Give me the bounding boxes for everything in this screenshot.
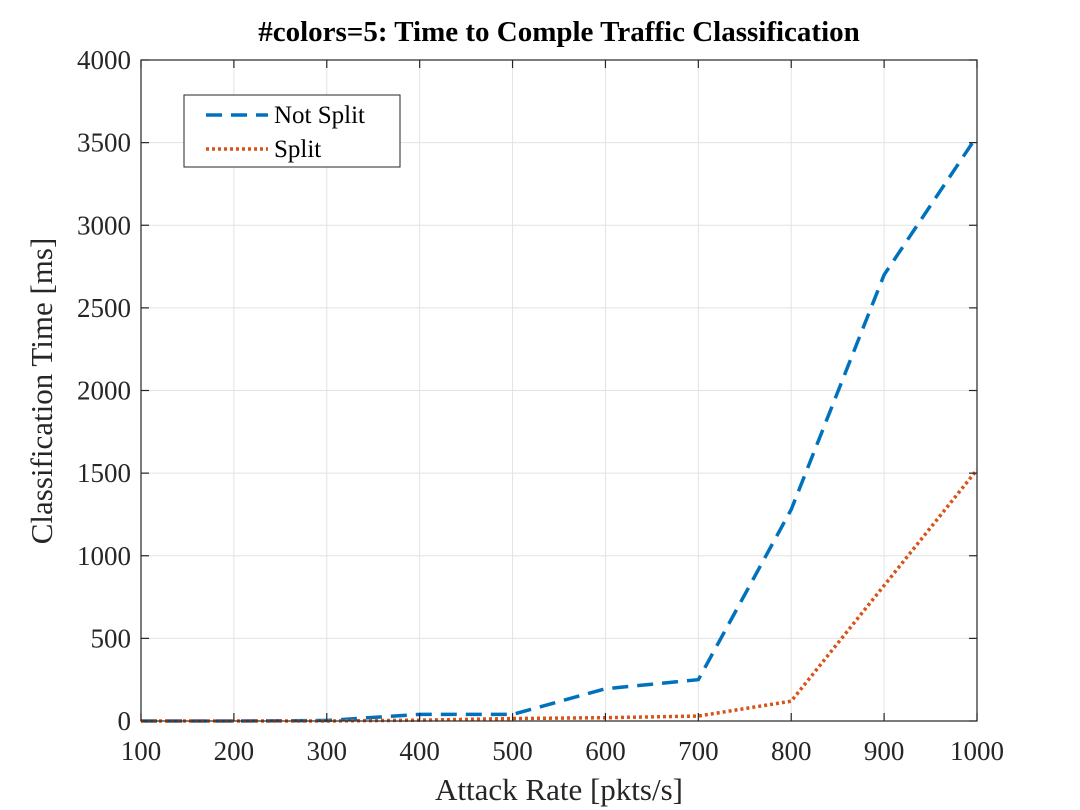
y-tick-label: 500 [91,623,132,653]
x-tick-label: 700 [678,736,719,766]
x-tick-label: 500 [492,736,533,766]
x-tick-label: 200 [214,736,255,766]
y-tick-label: 1500 [77,458,131,488]
legend-box [183,94,401,168]
x-tick-label: 600 [585,736,626,766]
y-tick-label: 4000 [77,45,131,75]
legend-label-not-split: Not Split [274,102,365,129]
chart-title: #colors=5: Time to Comple Traffic Classi… [258,16,860,48]
y-tick-labels: 0 500 1000 1500 2000 2500 3000 3500 4000 [77,45,131,736]
y-tick-label: 2000 [77,376,131,406]
x-tick-label: 300 [307,736,348,766]
legend: Not Split Split [183,94,401,168]
x-tick-labels: 100 200 300 400 500 600 700 800 900 1000 [121,736,1004,766]
y-tick-label: 1000 [77,541,131,571]
x-tick-label: 400 [399,736,440,766]
x-tick-label: 1000 [950,736,1004,766]
y-tick-label: 0 [118,706,132,736]
axis-ticks [140,59,978,722]
y-tick-label: 3000 [77,210,131,240]
grid-lines [141,60,977,721]
y-tick-label: 2500 [77,293,131,323]
y-tick-label: 3500 [77,128,131,158]
y-axis-label: Classification Time [ms] [24,238,59,545]
x-tick-label: 100 [121,736,162,766]
x-tick-label: 900 [864,736,905,766]
x-axis-label: Attack Rate [pkts/s] [435,772,683,807]
x-tick-label: 800 [771,736,812,766]
legend-label-split: Split [274,136,321,163]
